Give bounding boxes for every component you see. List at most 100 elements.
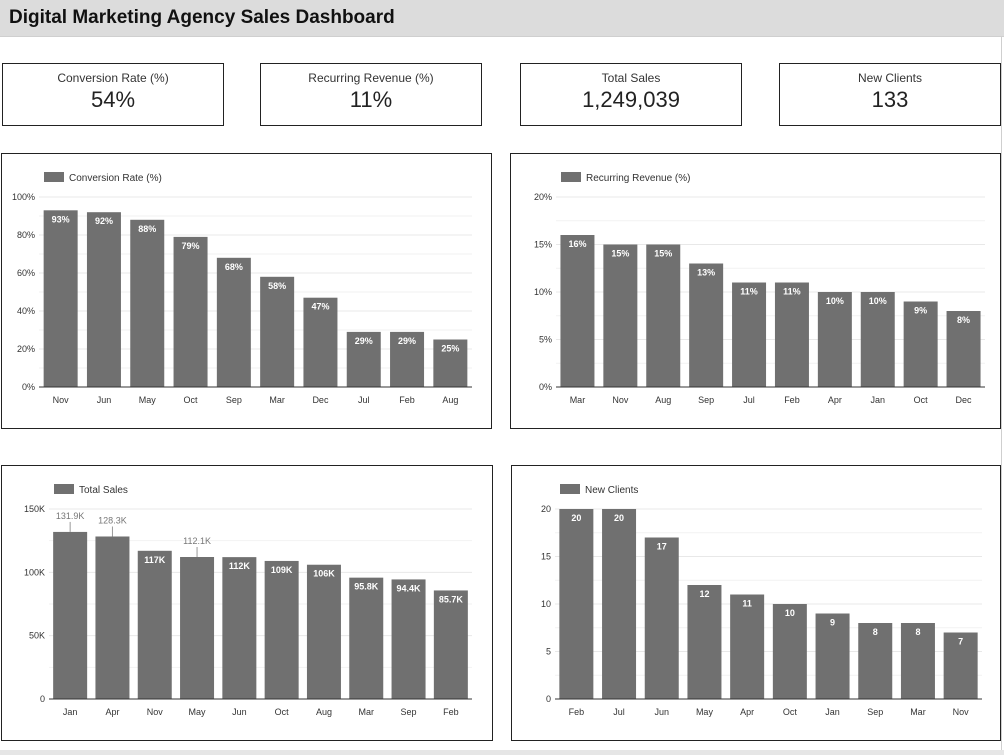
y-tick-label: 0 [40,694,45,704]
x-tick-label: Sep [401,707,417,717]
data-label: 88% [138,224,156,234]
x-tick-label: Jun [97,395,112,405]
bar-mar [900,623,935,699]
legend-swatch [560,484,580,494]
bar-nov [137,550,172,699]
bar-jun [86,212,121,387]
legend-label: Recurring Revenue (%) [586,173,691,184]
x-tick-label: May [139,395,157,405]
chart-card-total-sales: Total Sales 0 50K 100K 150K 131.9K Jan 128.3K Ap… [1,465,493,741]
bar-may [180,557,215,699]
bar-apr [730,594,765,699]
data-label: 47% [311,302,329,312]
x-tick-label: Jun [232,707,247,717]
kpi-value: 133 [871,87,909,112]
data-label: 25% [441,344,459,354]
bar-sep [216,257,251,387]
page-footer-band [0,750,1004,755]
bar-jan [860,292,895,387]
bar-nov [43,210,78,387]
legend-label: New Clients [585,485,638,496]
bar-jan [815,613,850,699]
x-tick-label: Mar [269,395,285,405]
x-tick-label: Jul [358,395,370,405]
page-divider [1001,37,1002,750]
x-tick-label: Mar [359,707,375,717]
y-tick-label: 10 [541,599,551,609]
kpi-label: Recurring Revenue (%) [308,71,434,85]
bar-dec [303,297,338,387]
data-label: 20 [614,513,624,523]
bar-apr [817,292,852,387]
x-tick-label: Jun [654,707,669,717]
legend-swatch [561,172,581,182]
data-label: 12 [699,589,709,599]
data-label: 11% [740,287,758,297]
legend-swatch [44,172,64,182]
y-tick-label: 5% [539,335,552,345]
data-label: 17 [657,542,667,552]
dashboard-header: Digital Marketing Agency Sales Dashboard [0,0,1004,37]
y-tick-label: 40% [17,306,35,316]
x-tick-label: Mar [570,395,586,405]
kpi-card-recurring-revenue: Recurring Revenue (%) 11% [260,63,482,126]
x-tick-label: Sep [698,395,714,405]
x-tick-label: Sep [226,395,242,405]
bar-feb [774,282,809,387]
bar-nov [943,632,978,699]
y-tick-label: 15 [541,552,551,562]
data-label: 29% [398,336,416,346]
x-tick-label: Mar [910,707,926,717]
chart-card-recurring-revenue: Recurring Revenue (%) 0% 5% 10% 15% 20% 16% Mar… [510,153,1001,429]
bar-feb [433,590,468,699]
bar-sep [858,623,893,699]
data-label: 95.8K [354,582,379,592]
data-label: 20 [571,513,581,523]
x-tick-label: Nov [612,395,629,405]
bar-dec [946,311,981,387]
x-tick-label: Dec [956,395,973,405]
legend-label: Total Sales [79,485,128,496]
y-tick-label: 10% [534,287,552,297]
kpi-label: Total Sales [601,71,661,85]
bar-jul [346,331,381,387]
x-tick-label: Apr [105,707,119,717]
x-tick-label: Aug [655,395,671,405]
y-tick-label: 20% [17,344,35,354]
legend: Conversion Rate (%) [44,172,162,184]
bar-sep [391,579,426,699]
bar-oct [173,236,208,387]
data-label: 128.3K [98,515,127,525]
data-label: 16% [568,239,586,249]
x-tick-label: Feb [569,707,585,717]
data-label: 94.4K [397,583,422,593]
y-tick-label: 0% [22,382,35,392]
bar-feb [559,509,594,699]
data-label: 10% [826,296,844,306]
x-tick-label: Nov [953,707,970,717]
bar-jun [222,557,257,699]
bar-jul [732,282,767,387]
new-clients-chart: New Clients 0 5 10 15 20 20 Feb 20 Jul 17 Jun 12 May 1… [541,484,982,717]
y-tick-label: 15% [534,240,552,250]
y-tick-label: 0% [539,382,552,392]
y-tick-label: 20 [541,504,551,514]
x-tick-label: Sep [867,707,883,717]
data-label: 10 [785,608,795,618]
page-title: Digital Marketing Agency Sales Dashboard [9,7,395,28]
data-label: 9% [914,306,927,316]
data-label: 10% [869,296,887,306]
y-tick-label: 100% [12,192,35,202]
bar-jul [602,509,637,699]
data-label: 11% [783,287,801,297]
bar-may [687,585,722,699]
kpi-card-conversion-rate: Conversion Rate (%) 54% [2,63,224,126]
x-tick-label: Aug [442,395,458,405]
bar-aug [646,244,681,387]
data-label: 11 [742,599,752,609]
x-tick-label: Nov [147,707,164,717]
x-tick-label: Jul [743,395,755,405]
bar-nov [603,244,638,387]
x-tick-label: Oct [783,707,798,717]
bar-apr [95,536,130,699]
